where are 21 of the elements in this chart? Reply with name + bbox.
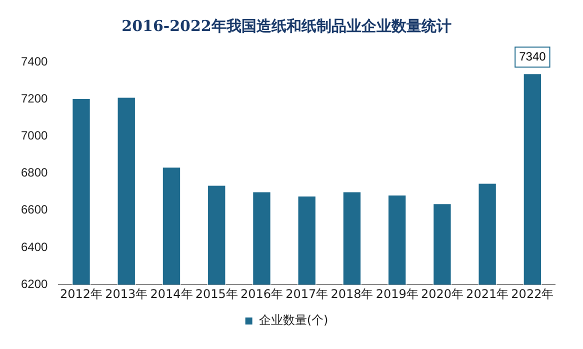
- x-tick-label: 2015年: [195, 286, 238, 301]
- x-tick-label: 2017年: [286, 286, 328, 301]
- x-tick-label: 2018年: [330, 286, 374, 301]
- x-tick-label: 2013年: [105, 286, 148, 301]
- y-tick-label: 7400: [20, 54, 48, 68]
- y-tick-label: 6600: [20, 202, 48, 217]
- y-tick-label: 6200: [20, 276, 48, 291]
- x-tick-label: 2020年: [420, 286, 464, 301]
- x-tick-label: 2019年: [376, 286, 418, 301]
- x-tick-label: 2021年: [466, 286, 509, 301]
- chart-title: 2016-2022年我国造纸和纸制品业企业数量统计: [122, 16, 452, 35]
- x-tick-label: 2022年: [511, 286, 554, 301]
- x-tick-label: 2014年: [150, 286, 193, 301]
- data-label: 7340: [519, 49, 546, 64]
- y-tick-label: 6800: [20, 166, 48, 180]
- y-tick-label: 7200: [20, 91, 48, 106]
- legend-label: 企业数量(个): [258, 313, 328, 328]
- x-tick-label: 2016年: [240, 286, 284, 301]
- y-tick-label: 7000: [20, 128, 48, 143]
- y-tick-label: 6400: [20, 240, 48, 254]
- x-tick-label: 2012年: [60, 286, 103, 301]
